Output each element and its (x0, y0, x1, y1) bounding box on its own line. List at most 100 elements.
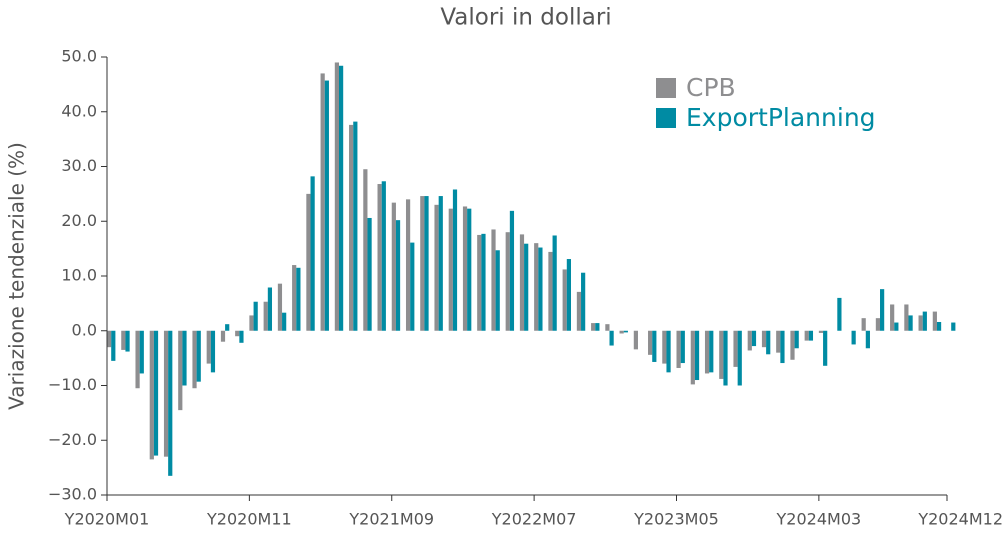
bar (410, 242, 415, 331)
bar (591, 323, 596, 331)
bar (865, 330, 870, 349)
bar (719, 330, 724, 379)
bar (690, 330, 695, 385)
bar (139, 330, 144, 374)
bar (875, 318, 881, 331)
bar (225, 324, 230, 331)
bar (395, 220, 401, 331)
bar (524, 243, 529, 331)
bar (267, 287, 273, 331)
bar (605, 324, 610, 331)
bar (534, 243, 539, 331)
bar (239, 330, 244, 343)
y-tick-label: 50.0 (61, 47, 97, 66)
bar (576, 291, 582, 331)
bar (808, 330, 814, 341)
legend-label: ExportPlanning (686, 103, 876, 132)
x-tick-label: Y2020M01 (64, 510, 150, 529)
bar (324, 80, 329, 331)
bar (823, 330, 828, 366)
bar (292, 265, 297, 331)
chart-title: Valori in dollari (440, 5, 611, 31)
y-tick-label: 40.0 (61, 101, 97, 120)
bar (163, 330, 169, 457)
bar (776, 330, 781, 353)
bar (894, 322, 899, 331)
bar (306, 193, 311, 331)
bar (623, 330, 628, 333)
bar (581, 272, 586, 331)
bar (737, 330, 742, 386)
bar (538, 247, 543, 331)
y-tick-label: 30.0 (61, 156, 97, 175)
bar (704, 330, 710, 374)
bar (420, 196, 425, 331)
y-tick-label: −30.0 (48, 485, 97, 504)
bar (263, 301, 268, 331)
bar (282, 312, 287, 331)
bar (196, 330, 201, 382)
bar (438, 196, 443, 331)
bar (733, 330, 738, 367)
y-tick-label: −20.0 (48, 430, 97, 449)
bar (220, 330, 226, 342)
legend-swatch (656, 78, 676, 98)
bar (880, 289, 885, 331)
bar (780, 330, 785, 364)
bar (951, 322, 956, 331)
bar (932, 311, 937, 331)
bar (904, 304, 909, 331)
bar (562, 269, 567, 331)
bar (235, 330, 240, 337)
bar (505, 232, 510, 331)
bar (381, 181, 386, 331)
bar (609, 330, 614, 346)
bar (192, 330, 197, 389)
bar (818, 330, 824, 333)
bar (434, 204, 439, 331)
bar (694, 330, 700, 381)
y-axis-label: Variazione tendenziale (%) (5, 142, 29, 410)
bar (452, 189, 458, 331)
bar (648, 330, 653, 355)
bar (918, 315, 923, 331)
bar (519, 234, 525, 331)
bar (182, 330, 187, 386)
bar (747, 330, 752, 351)
x-tick-label: Y2023M05 (633, 510, 719, 529)
x-tick-label: Y2024M12 (917, 510, 1003, 529)
x-tick-label: Y2024M03 (776, 510, 862, 529)
bar (481, 233, 486, 331)
bar (680, 330, 685, 364)
bar (619, 330, 624, 334)
bar (391, 202, 396, 331)
y-tick-label: 10.0 (61, 266, 97, 285)
bar (548, 251, 553, 331)
bar (168, 330, 173, 476)
bar (766, 330, 771, 355)
bar (149, 330, 154, 460)
bar (296, 267, 301, 331)
bar (666, 330, 671, 373)
bar (467, 208, 472, 331)
bar (837, 297, 842, 331)
bar (936, 321, 942, 331)
bar (111, 330, 116, 361)
x-tick-label: Y2022M07 (491, 510, 577, 529)
bar (595, 323, 600, 331)
bar (107, 330, 112, 348)
bar (349, 124, 354, 331)
bar (495, 250, 500, 331)
bar (210, 330, 216, 373)
bar (491, 229, 496, 331)
bar (353, 121, 358, 331)
bar (761, 330, 767, 348)
bar (633, 330, 638, 350)
bar (334, 62, 339, 331)
bar (861, 318, 866, 331)
bar (338, 65, 344, 331)
bar (804, 330, 809, 341)
bar (121, 330, 126, 350)
bar (723, 330, 728, 386)
